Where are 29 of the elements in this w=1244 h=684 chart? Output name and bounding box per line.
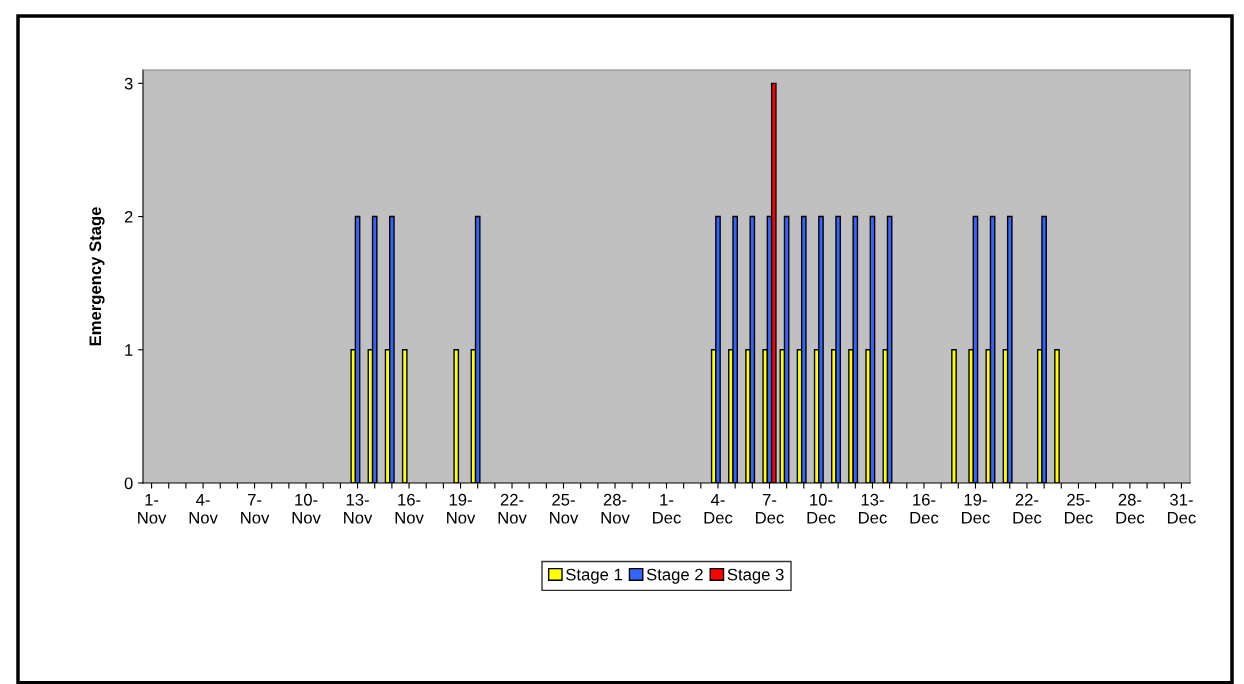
x-tick-label: 1- Nov <box>138 494 167 524</box>
legend-label: Stage 1 <box>566 568 622 584</box>
y-tick-label: 1 <box>125 344 133 356</box>
x-tick-label: 16- Nov <box>395 493 424 524</box>
x-tick-label: 7- Nov <box>241 494 270 524</box>
x-tick-label: 10- Nov <box>292 493 321 524</box>
x-tick-label: 13- Nov <box>344 493 373 524</box>
y-tick-label: 3 <box>124 77 133 90</box>
x-tick-label: 7- Dec <box>756 494 784 524</box>
x-tick-label: 25- Dec <box>1064 493 1093 524</box>
x-tick-label: 28- Dec <box>1116 493 1145 524</box>
x-tick-label: 16- Dec <box>910 493 939 524</box>
legend-label: Stage 2 <box>646 568 703 584</box>
x-tick-label: 10- Dec <box>807 493 836 524</box>
y-tick-label: 2 <box>124 210 133 223</box>
x-tick-label: 25- Nov <box>550 493 579 524</box>
y-axis-title: Emergency Stage <box>89 207 105 346</box>
x-tick-label: 19- Nov <box>447 493 476 524</box>
x-tick-label: 13- Dec <box>859 493 887 524</box>
x-tick-label: 22- Nov <box>498 493 527 524</box>
x-tick-label: 31- Dec <box>1167 493 1196 524</box>
x-tick-label: 1- Dec <box>653 494 681 524</box>
legend-label: Stage 3 <box>727 568 784 584</box>
x-tick-label: 4- Dec <box>704 494 733 524</box>
x-tick-label: 19- Dec <box>962 493 990 524</box>
x-tick-label: 22- Dec <box>1013 493 1042 524</box>
x-tick-label: 28- Nov <box>601 493 630 524</box>
y-tick-label: 0 <box>124 477 133 490</box>
x-tick-label: 4- Nov <box>189 494 218 524</box>
